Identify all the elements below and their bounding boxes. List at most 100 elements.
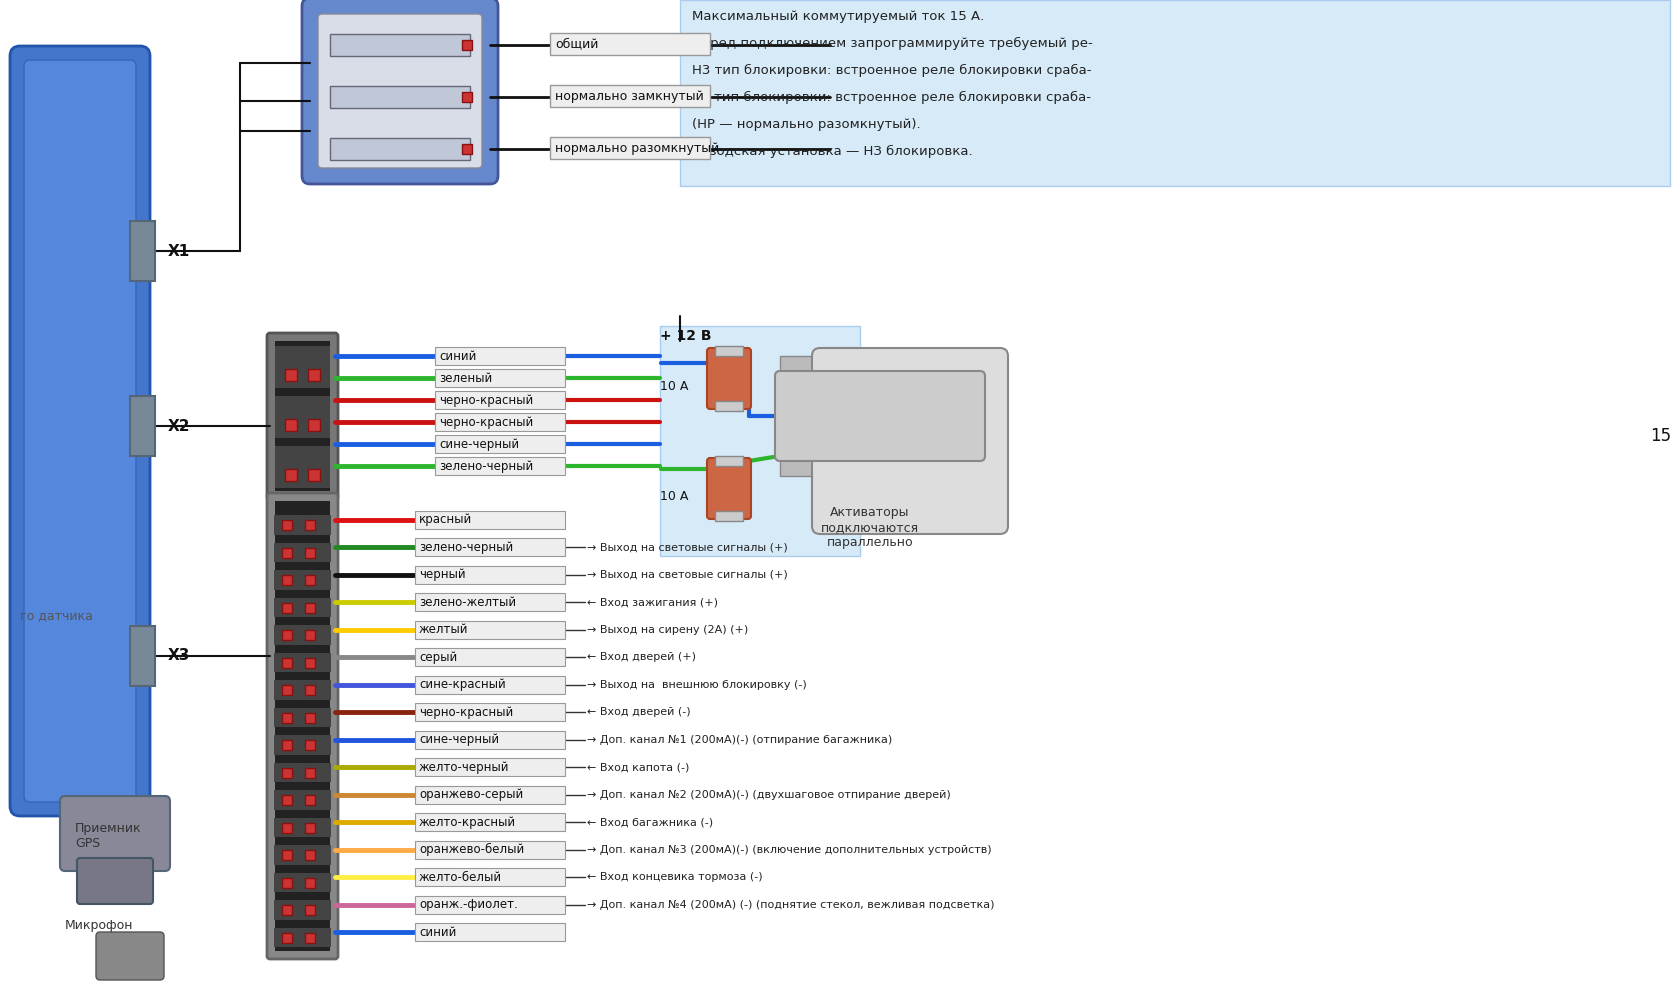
Bar bbox=[415, 841, 564, 859]
Text: ← Вход багажника (-): ← Вход багажника (-) bbox=[586, 817, 712, 827]
Bar bbox=[304, 768, 314, 778]
Text: го датчика: го датчика bbox=[20, 610, 92, 623]
Text: (НР — нормально разомкнутый).: (НР — нормально разомкнутый). bbox=[692, 118, 921, 131]
Bar bbox=[329, 86, 470, 108]
FancyBboxPatch shape bbox=[10, 46, 150, 816]
Text: черно-красный: черно-красный bbox=[438, 393, 533, 406]
Bar bbox=[307, 420, 319, 431]
Bar bbox=[714, 511, 743, 521]
FancyBboxPatch shape bbox=[302, 0, 497, 184]
Bar bbox=[714, 346, 743, 356]
Text: красный: красный bbox=[418, 513, 472, 526]
Text: → Доп. канал №4 (200мА) (-) (поднятие стекол, вежливая подсветка): → Доп. канал №4 (200мА) (-) (поднятие ст… bbox=[586, 899, 995, 909]
Bar bbox=[549, 137, 709, 159]
Bar bbox=[274, 790, 331, 810]
Bar bbox=[780, 356, 840, 476]
Text: ← Вход капота (-): ← Вход капота (-) bbox=[586, 763, 689, 773]
Bar bbox=[282, 878, 292, 887]
Bar bbox=[282, 768, 292, 778]
Bar bbox=[462, 144, 472, 154]
Text: → Доп. канал №3 (200мА)(-) (включение дополнительных устройств): → Доп. канал №3 (200мА)(-) (включение до… bbox=[586, 845, 991, 855]
Text: Заводская установка — НЗ блокировка.: Заводская установка — НЗ блокировка. bbox=[692, 145, 973, 158]
Bar bbox=[274, 598, 331, 618]
Bar bbox=[274, 763, 331, 783]
Bar bbox=[304, 520, 314, 530]
Text: + 12 В: + 12 В bbox=[660, 329, 711, 343]
Bar bbox=[415, 621, 564, 639]
Text: 10 А: 10 А bbox=[660, 490, 689, 503]
Text: → Выход на световые сигналы (+): → Выход на световые сигналы (+) bbox=[586, 542, 788, 552]
Text: желто-красный: желто-красный bbox=[418, 816, 516, 829]
Text: черно-красный: черно-красный bbox=[438, 415, 533, 429]
Bar bbox=[435, 435, 564, 453]
FancyBboxPatch shape bbox=[774, 371, 984, 461]
Bar bbox=[282, 630, 292, 640]
Bar bbox=[415, 786, 564, 804]
Bar bbox=[435, 369, 564, 387]
Text: Максимальный коммутируемый ток 15 А.: Максимальный коммутируемый ток 15 А. bbox=[692, 9, 984, 22]
Text: сине-черный: сине-черный bbox=[438, 438, 519, 451]
Bar bbox=[304, 796, 314, 805]
Bar bbox=[282, 685, 292, 695]
Text: Перед подключением запрограммируйте требуемый ре-: Перед подключением запрограммируйте треб… bbox=[692, 36, 1092, 49]
Bar bbox=[304, 685, 314, 695]
Bar bbox=[304, 933, 314, 943]
Bar bbox=[274, 680, 331, 700]
Bar bbox=[329, 34, 470, 56]
Bar bbox=[415, 924, 564, 942]
Bar bbox=[274, 872, 331, 892]
Bar bbox=[714, 456, 743, 466]
Bar bbox=[286, 469, 297, 481]
Text: X2: X2 bbox=[168, 418, 190, 434]
Bar bbox=[282, 575, 292, 585]
Text: ← Вход концевика тормоза (-): ← Вход концевика тормоза (-) bbox=[586, 872, 763, 882]
Bar bbox=[304, 575, 314, 585]
Bar bbox=[276, 501, 329, 951]
Bar bbox=[282, 712, 292, 722]
Text: нормально замкнутый: нормально замкнутый bbox=[554, 90, 704, 103]
Text: общий: общий bbox=[554, 37, 598, 50]
Text: сине-черный: сине-черный bbox=[418, 733, 499, 746]
Text: черный: черный bbox=[418, 568, 465, 581]
Text: → Доп. канал №1 (200мА)(-) (отпирание багажника): → Доп. канал №1 (200мА)(-) (отпирание ба… bbox=[586, 734, 892, 744]
Bar bbox=[415, 868, 564, 886]
Bar bbox=[274, 818, 331, 837]
Bar bbox=[415, 676, 564, 694]
Bar bbox=[282, 905, 292, 915]
Bar bbox=[435, 391, 564, 409]
Text: → Выход на  внешнюю блокировку (-): → Выход на внешнюю блокировку (-) bbox=[586, 680, 806, 690]
Bar bbox=[462, 92, 472, 102]
Bar bbox=[274, 542, 331, 562]
Bar bbox=[282, 520, 292, 530]
Bar bbox=[307, 369, 319, 381]
Bar bbox=[415, 538, 564, 556]
FancyBboxPatch shape bbox=[267, 493, 338, 959]
Bar bbox=[282, 933, 292, 943]
Bar bbox=[714, 401, 743, 411]
Bar bbox=[549, 85, 709, 107]
Bar bbox=[276, 346, 329, 388]
Text: синий: синий bbox=[438, 349, 475, 362]
Bar bbox=[274, 625, 331, 645]
Text: оранжево-белый: оранжево-белый bbox=[418, 843, 524, 856]
Bar bbox=[129, 396, 155, 456]
Text: Приемник
GPS: Приемник GPS bbox=[76, 822, 141, 850]
Bar bbox=[435, 457, 564, 475]
Bar bbox=[435, 413, 564, 431]
Text: оранж.-фиолет.: оранж.-фиолет. bbox=[418, 898, 517, 911]
Bar bbox=[282, 658, 292, 668]
Text: синий: синий bbox=[418, 926, 455, 939]
Text: желто-черный: желто-черный bbox=[418, 761, 509, 774]
FancyBboxPatch shape bbox=[318, 14, 482, 168]
Text: ← Вход дверей (-): ← Вход дверей (-) bbox=[586, 707, 690, 717]
Bar bbox=[435, 347, 564, 365]
Bar bbox=[415, 594, 564, 612]
Bar bbox=[274, 653, 331, 672]
Bar bbox=[307, 469, 319, 481]
Bar bbox=[282, 603, 292, 613]
Bar bbox=[129, 626, 155, 686]
Bar bbox=[660, 326, 860, 556]
Bar bbox=[282, 850, 292, 860]
Bar bbox=[304, 712, 314, 722]
Bar bbox=[274, 845, 331, 865]
